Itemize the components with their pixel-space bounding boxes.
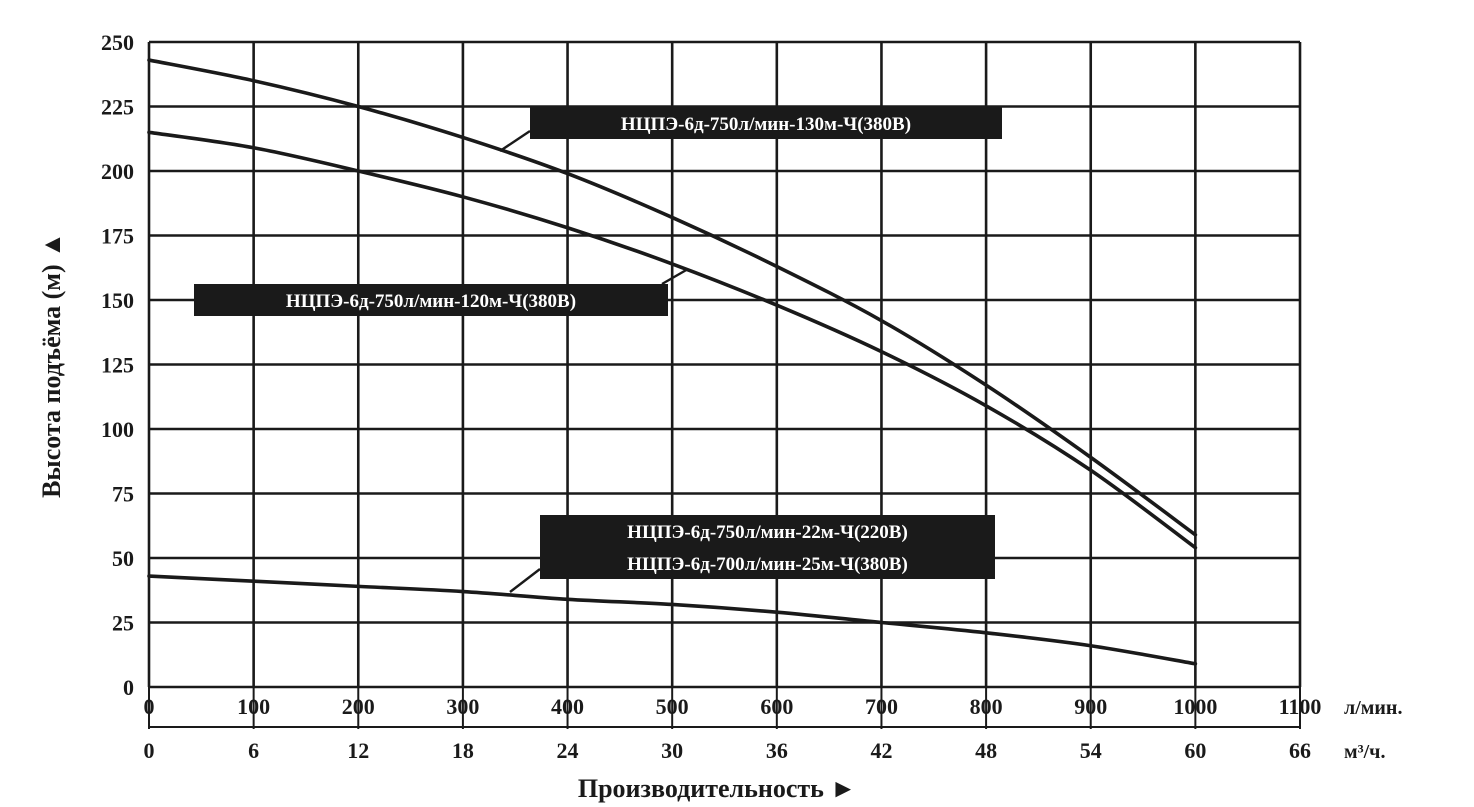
tick-labels: 0010062001230018400245003060036700428004… (101, 30, 1321, 763)
series-label-text: НЦПЭ-6д-750л/мин-120м-Ч(380В) (286, 291, 576, 312)
x-tick-label: 0 (144, 694, 155, 719)
x-tick-label: 1000 (1173, 694, 1217, 719)
x-tick-label: 100 (237, 694, 270, 719)
series-label-text: НЦПЭ-6д-750л/мин-22м-Ч(220В) (627, 522, 908, 543)
x-tick-label: 500 (656, 694, 689, 719)
y-tick-label: 100 (101, 417, 134, 442)
y-axis-title: Высота подъёма (м) ▲ (37, 232, 66, 498)
x-tick-label: 800 (970, 694, 1003, 719)
y-tick-label: 50 (112, 546, 134, 571)
series-line-1 (147, 58, 1198, 537)
y-tick-label: 75 (112, 482, 134, 507)
x2-tick-label: 12 (347, 738, 369, 763)
y-tick-label: 175 (101, 224, 134, 249)
series-label-text: НЦПЭ-6д-750л/мин-130м-Ч(380В) (621, 114, 911, 135)
x2-tick-label: 42 (870, 738, 892, 763)
y-tick-label: 200 (101, 159, 134, 184)
y-tick-label: 250 (101, 30, 134, 55)
series-label-box (530, 107, 1002, 139)
x-tick-label: 900 (1074, 694, 1107, 719)
x2-tick-label: 60 (1184, 738, 1206, 763)
label-leader-line (499, 130, 531, 152)
label-leader-line (509, 568, 541, 593)
x-tick-label: 300 (446, 694, 479, 719)
series-label-box (194, 284, 668, 316)
y-tick-label: 150 (101, 288, 134, 313)
series-line-3 (147, 574, 1198, 666)
x-unit-secondary: м³/ч. (1344, 741, 1385, 763)
x2-tick-label: 18 (452, 738, 474, 763)
series-label-box (540, 515, 995, 579)
x-tick-label: 700 (865, 694, 898, 719)
curves (147, 58, 1198, 666)
x-tick-label: 400 (551, 694, 584, 719)
series-line-2 (147, 130, 1198, 550)
x2-tick-label: 0 (144, 738, 155, 763)
y-tick-label: 25 (112, 611, 134, 636)
x-tick-label: 200 (342, 694, 375, 719)
y-tick-label: 125 (101, 353, 134, 378)
x2-tick-label: 6 (248, 738, 259, 763)
x-axis-title: Производительность ► (578, 774, 856, 803)
y-tick-label: 0 (123, 675, 134, 700)
x-tick-label: 1100 (1279, 694, 1322, 719)
x2-tick-label: 54 (1080, 738, 1102, 763)
grid (147, 40, 1302, 729)
y-tick-label: 225 (101, 95, 134, 120)
x2-tick-label: 48 (975, 738, 997, 763)
annotations: НЦПЭ-6д-750л/мин-130м-Ч(380В) НЦПЭ-6д-750… (194, 107, 1002, 593)
label-leader-line (661, 267, 689, 286)
series-label-text: НЦПЭ-6д-700л/мин-25м-Ч(380В) (627, 554, 908, 575)
x2-tick-label: 36 (766, 738, 788, 763)
x2-tick-label: 24 (557, 738, 579, 763)
x-unit-primary: л/мин. (1344, 697, 1402, 719)
x-tick-label: 600 (760, 694, 793, 719)
x2-tick-label: 30 (661, 738, 683, 763)
x2-tick-label: 66 (1289, 738, 1311, 763)
